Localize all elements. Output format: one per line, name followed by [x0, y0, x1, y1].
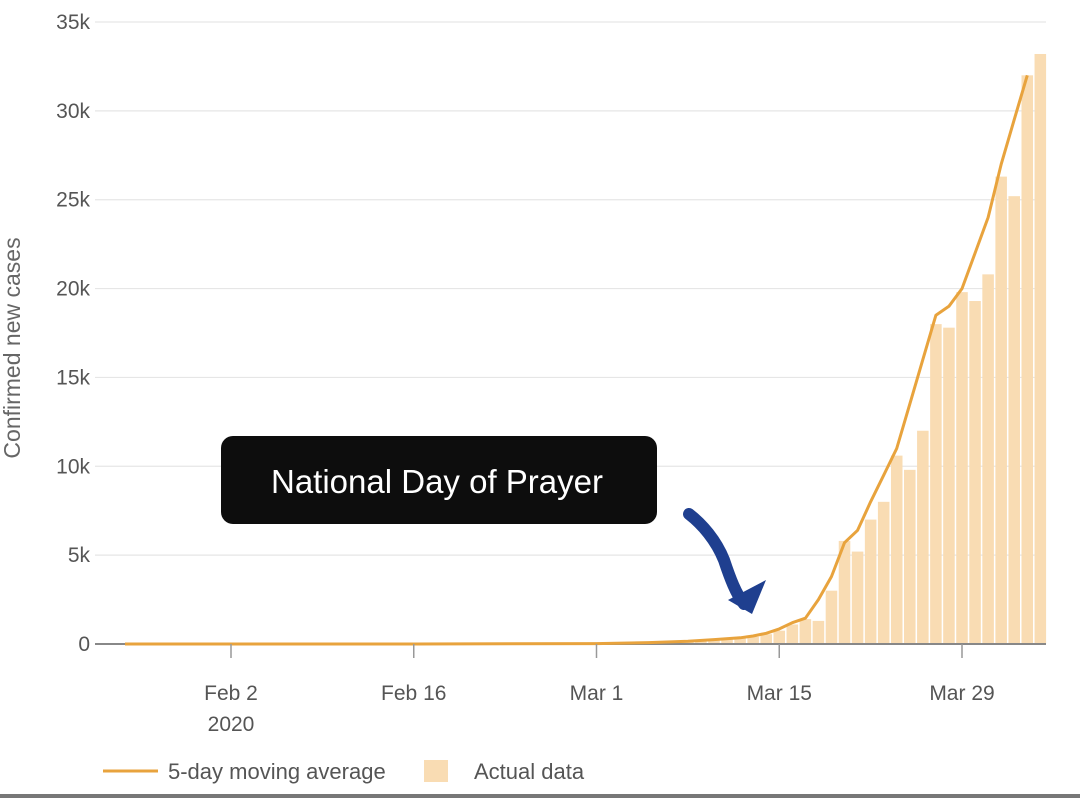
bar [890, 455, 903, 644]
y-tick-label: 0 [78, 633, 90, 656]
bar [1021, 75, 1034, 645]
bar [799, 619, 812, 644]
y-tick-label: 10k [56, 455, 90, 478]
bar [943, 327, 955, 644]
bar [682, 641, 694, 644]
y-tick-label: 15k [56, 366, 90, 389]
annotation-box [221, 436, 657, 524]
bar [851, 551, 864, 644]
bar [969, 301, 981, 644]
bar [708, 640, 720, 644]
moving-average-line [125, 74, 1029, 646]
legend-bar-swatch [424, 760, 448, 782]
bar [1008, 196, 1020, 644]
bar [917, 430, 929, 644]
bottom-border [0, 794, 1080, 798]
x-tick-label: Feb 16 [381, 682, 446, 705]
x-tick-label: Mar 15 [747, 682, 812, 705]
bar [734, 637, 746, 644]
y-axis-label: Confirmed new cases [0, 237, 25, 458]
bar [864, 519, 877, 644]
y-axis-ticks: 0 5k 10k 15k 20k 25k 30k 35k [56, 11, 90, 656]
bar [982, 274, 994, 644]
bar [773, 630, 786, 644]
bar [930, 324, 942, 644]
bar [747, 636, 759, 644]
x-tick-label: Feb 2 [204, 682, 258, 705]
bar [825, 590, 838, 644]
bar [1034, 53, 1047, 644]
x-tick-label: Mar 1 [570, 682, 624, 705]
bar [956, 292, 968, 644]
bar [838, 540, 851, 644]
bar [786, 624, 799, 644]
y-tick-label: 25k [56, 189, 90, 212]
bar [904, 469, 916, 644]
bar [877, 501, 890, 644]
x-axis-ticks: Feb 2 2020 Feb 16 Mar 1 Mar 15 Mar 29 [204, 644, 995, 736]
annotation-arrowhead-icon [728, 580, 766, 614]
y-tick-label: 35k [56, 11, 90, 34]
legend: 5-day moving average Actual data [103, 759, 585, 784]
bars-actual-data [642, 53, 1047, 645]
legend-label-actual-data: Actual data [474, 759, 585, 784]
annotation-text: National Day of Prayer [271, 463, 603, 500]
y-tick-label: 30k [56, 100, 90, 123]
x-tick-sublabel: 2020 [208, 713, 255, 736]
x-tick-label: Mar 29 [929, 682, 994, 705]
bar [812, 620, 825, 644]
y-tick-label: 20k [56, 278, 90, 301]
bar [995, 176, 1007, 644]
legend-label-moving-average: 5-day moving average [168, 759, 386, 784]
bar [721, 638, 733, 644]
y-tick-label: 5k [68, 544, 91, 567]
bar [695, 641, 707, 644]
bar [760, 634, 772, 644]
annotation: National Day of Prayer [221, 436, 766, 614]
annotation-arrow-icon [683, 508, 750, 610]
